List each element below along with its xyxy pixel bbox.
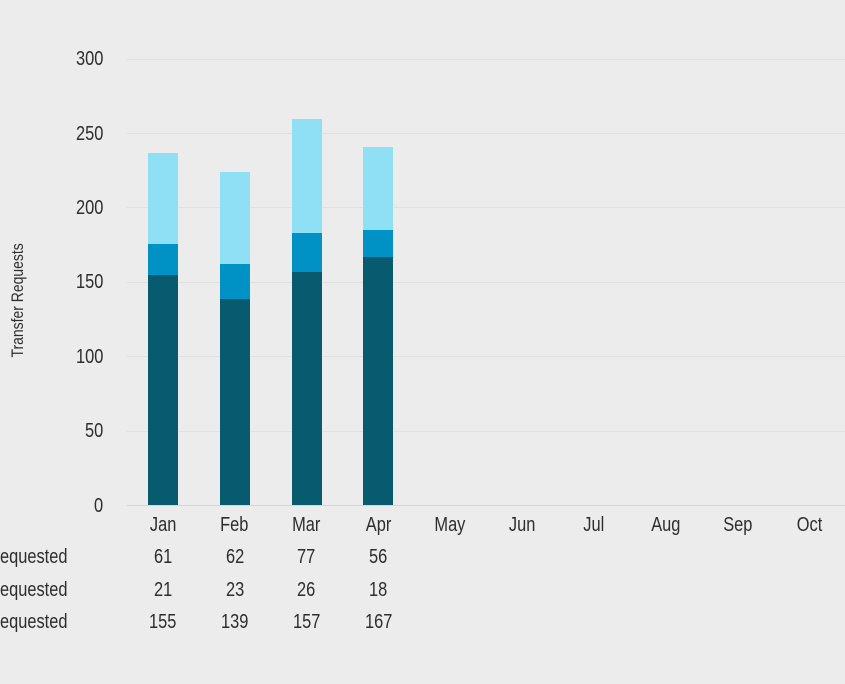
x-tick-label-sep: Sep (701, 514, 773, 536)
table-cell-feb-text: 23 (225, 578, 244, 601)
x-tick-label-apr: Apr (342, 514, 414, 536)
table-row-label-text: equested (0, 546, 68, 568)
table-cell-jan-text: 21 (153, 578, 173, 601)
y-tick-label: 50 (0, 420, 103, 442)
table-cell-jan: 61 (127, 546, 199, 568)
bar-segment-jan-bottom[interactable] (147, 274, 178, 506)
bar-segment-feb-top[interactable] (219, 172, 250, 265)
x-tick-label-jul-text: Jul (583, 514, 605, 536)
table-cell-jan-text: 155 (149, 611, 177, 633)
y-axis-title-text: Transfer Requests (8, 242, 27, 358)
x-tick-label-feb-text: Feb (220, 514, 249, 536)
y-tick-label-text: 200 (75, 196, 103, 219)
gridline (127, 356, 845, 358)
table-cell-apr-text: 18 (369, 578, 388, 601)
x-tick-label-jan: Jan (127, 514, 199, 536)
bar-segment-mar-bottom[interactable] (291, 271, 322, 506)
y-tick-label-text: 0 (93, 494, 103, 517)
table-cell-apr-text: 56 (369, 546, 388, 568)
x-tick-label-apr-text: Apr (365, 514, 392, 536)
x-tick-label-aug: Aug (630, 514, 702, 536)
gridline (127, 281, 845, 283)
x-tick-label-mar: Mar (271, 514, 343, 536)
bar-segment-jan-middle[interactable] (147, 243, 178, 275)
table-row-label: equested (0, 546, 82, 568)
table-cell-jan-text: 61 (153, 546, 173, 568)
table-row-label: equested (0, 611, 82, 633)
bar-segment-apr-top[interactable] (363, 146, 394, 231)
gridline (127, 58, 845, 60)
x-tick-label-jul: Jul (558, 514, 630, 536)
table-cell-mar: 26 (271, 579, 343, 601)
x-tick-label-oct: Oct (773, 514, 845, 536)
table-cell-apr: 56 (342, 546, 414, 568)
bar-segment-mar-top[interactable] (291, 118, 322, 234)
table-cell-apr-text: 167 (364, 611, 392, 633)
y-tick-label-text: 50 (84, 420, 103, 443)
y-tick-label: 200 (0, 197, 103, 219)
x-tick-label-jun-text: Jun (508, 514, 536, 536)
y-tick-label: 0 (0, 495, 103, 517)
table-row-label-text: equested (0, 611, 68, 633)
bar-segment-feb-middle[interactable] (219, 264, 250, 299)
gridline (127, 207, 845, 209)
y-tick-label-text: 300 (75, 48, 103, 71)
table-cell-mar: 77 (271, 546, 343, 568)
y-tick-label-text: 150 (75, 271, 103, 294)
bar-segment-mar-middle[interactable] (291, 233, 322, 272)
x-tick-label-aug-text: Aug (650, 514, 681, 536)
table-cell-jan: 155 (127, 611, 199, 633)
table-cell-mar-text: 77 (297, 546, 316, 568)
table-cell-feb: 23 (199, 579, 271, 601)
y-tick-label-text: 250 (75, 122, 103, 145)
gridline (127, 430, 845, 432)
table-cell-feb: 62 (199, 546, 271, 568)
table-row-label: equested (0, 579, 82, 601)
x-tick-label-jan-text: Jan (149, 514, 177, 536)
table-row-label-text: equested (0, 578, 68, 601)
y-tick-label: 100 (0, 346, 103, 368)
x-tick-label-jun: Jun (486, 514, 558, 536)
y-tick-label: 300 (0, 48, 103, 70)
y-tick-label: 150 (0, 271, 103, 293)
table-cell-feb: 139 (199, 611, 271, 633)
x-tick-label-oct-text: Oct (796, 514, 822, 536)
table-cell-jan: 21 (127, 579, 199, 601)
y-tick-label-text: 100 (75, 345, 103, 368)
y-tick-label: 250 (0, 123, 103, 145)
x-axis-line (127, 505, 845, 506)
gridline (127, 133, 845, 134)
table-cell-feb-text: 139 (221, 611, 249, 633)
x-tick-label-sep-text: Sep (722, 514, 752, 536)
table-cell-mar-text: 26 (297, 578, 316, 601)
x-tick-label-mar-text: Mar (292, 514, 321, 536)
x-tick-label-may-text: May (434, 514, 466, 536)
table-cell-feb-text: 62 (225, 546, 244, 568)
table-cell-mar-text: 157 (292, 611, 321, 633)
table-cell-apr: 18 (342, 579, 414, 601)
bar-segment-apr-middle[interactable] (363, 230, 394, 257)
x-tick-label-may: May (414, 514, 486, 536)
bar-segment-jan-top[interactable] (147, 152, 178, 244)
bar-segment-apr-bottom[interactable] (363, 257, 394, 506)
table-cell-apr: 167 (342, 611, 414, 633)
x-tick-label-feb: Feb (199, 514, 271, 536)
table-cell-mar: 157 (271, 611, 343, 633)
bar-segment-feb-bottom[interactable] (219, 298, 250, 506)
